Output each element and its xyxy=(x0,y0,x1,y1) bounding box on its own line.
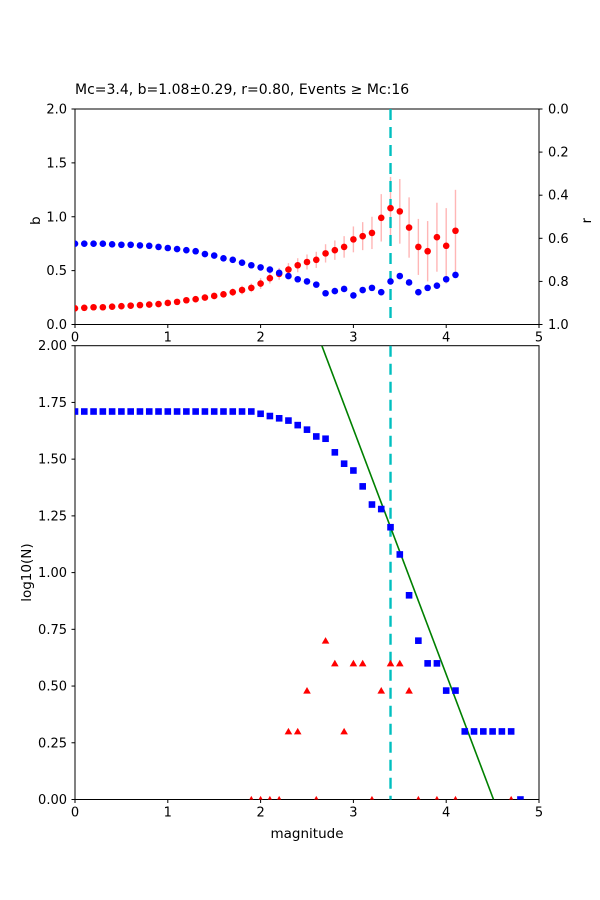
b-r-subplot: 0.0 0.5 1.0 1.5 2.0 0.0 0.2 0.4 0.6 0.8 1.0 0 1 2 3 4 5 b… xyxy=(28,103,595,346)
tick-label: 1 xyxy=(164,806,172,821)
tick-label: 1.0 xyxy=(46,210,67,225)
top-plot-border xyxy=(74,108,540,325)
tick-label: 0.0 xyxy=(548,103,569,118)
tick-label: 0.25 xyxy=(38,736,67,751)
cumulative-count-points xyxy=(75,408,524,800)
tick-label: 1.50 xyxy=(38,453,67,468)
tick-label: 0 xyxy=(71,806,79,821)
tick-label: 0.2 xyxy=(548,146,569,161)
gr-fit-line xyxy=(321,345,495,800)
tick-label: 3 xyxy=(349,806,357,821)
tick-label: 4 xyxy=(442,806,450,821)
tick-label: 0.4 xyxy=(548,189,569,204)
tick-label: 1 xyxy=(164,331,172,346)
tick-label: 4 xyxy=(442,331,450,346)
tick-label: b xyxy=(28,216,44,225)
tick-label: 0 xyxy=(71,331,79,346)
tick-label: 2 xyxy=(256,331,264,346)
tick-label: 0.0 xyxy=(46,318,67,333)
tick-label: 5 xyxy=(535,806,543,821)
tick-label: 0.00 xyxy=(38,793,67,808)
tick-label: 0.8 xyxy=(548,275,569,290)
tick-label: 0.5 xyxy=(46,264,67,279)
tick-label: 0.50 xyxy=(38,680,67,695)
tick-label: 0.6 xyxy=(548,232,569,247)
tick-label: magnitude xyxy=(270,826,343,842)
tick-label: 1.00 xyxy=(38,566,67,581)
tick-label: 5 xyxy=(535,331,543,346)
tick-label: 1.5 xyxy=(46,156,67,171)
tick-label: 1.25 xyxy=(38,509,67,524)
tick-label: log10(N) xyxy=(19,543,35,601)
bottom-plot-border xyxy=(74,345,540,800)
tick-label: 1.0 xyxy=(548,318,569,333)
bin-count-points xyxy=(249,637,514,800)
bottom-plot-data xyxy=(75,345,524,800)
r-value-points xyxy=(75,240,459,299)
tick-label: 2.00 xyxy=(38,339,67,354)
top-plot-data xyxy=(75,109,459,325)
b-value-points xyxy=(75,204,459,312)
tick-label: 1.75 xyxy=(38,396,67,411)
fmd-subplot: 0.00 0.25 0.50 0.75 1.00 1.25 1.50 1.75 2.00 0 1 2 3… xyxy=(19,339,543,842)
tick-label: 2 xyxy=(256,806,264,821)
figure-title: Mc=3.4, b=1.08±0.29, r=0.80, Events ≥ Mc… xyxy=(75,82,410,98)
tick-label: r xyxy=(579,218,595,224)
tick-label: 0.75 xyxy=(38,623,67,638)
tick-label: 2.0 xyxy=(46,103,67,118)
tick-label: 3 xyxy=(349,331,357,346)
